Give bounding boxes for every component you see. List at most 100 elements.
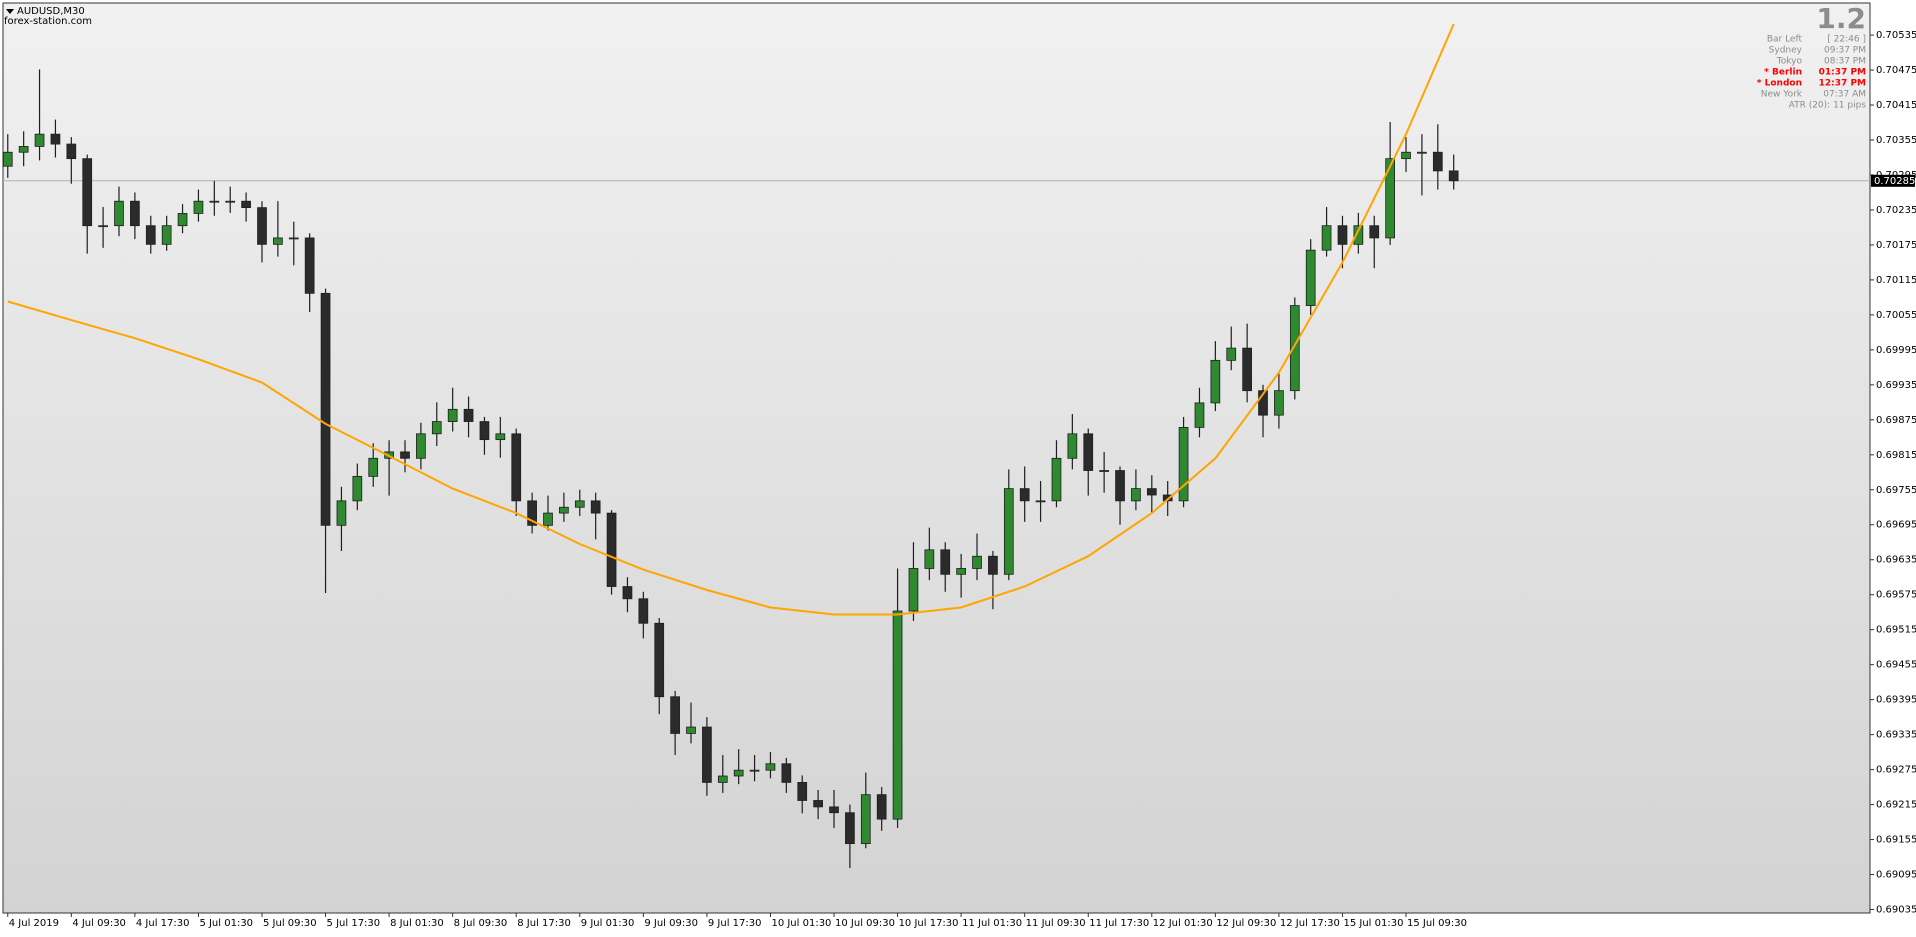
candle-body xyxy=(82,158,93,227)
candle-body xyxy=(1162,494,1173,502)
candle-body xyxy=(1146,488,1157,496)
x-tick-label: 10 Jul 01:30 xyxy=(771,918,831,929)
info-value: 12:37 PM xyxy=(1819,79,1866,89)
candle-body xyxy=(781,763,792,783)
trend-curve xyxy=(7,23,1455,616)
candle-body xyxy=(1131,488,1141,502)
candle-body xyxy=(638,598,649,624)
y-tick-label: 0.70415 xyxy=(1876,100,1916,111)
menu-arrow[interactable] xyxy=(6,9,14,14)
candle-body xyxy=(1289,305,1300,392)
info-value: 01:37 PM xyxy=(1819,68,1866,78)
candle-body xyxy=(304,237,315,294)
y-tick-label: 0.70355 xyxy=(1876,135,1916,146)
info-value: [ 22:46 ] xyxy=(1827,35,1866,45)
x-tick-label: 10 Jul 09:30 xyxy=(835,918,895,929)
candle-body xyxy=(860,794,871,845)
candle-body xyxy=(463,408,474,422)
y-tick-label: 0.69695 xyxy=(1876,520,1916,531)
y-tick-label: 0.70475 xyxy=(1876,65,1916,76)
y-tick-label: 0.69035 xyxy=(1876,905,1916,916)
info-value: 08:37 PM xyxy=(1824,57,1866,67)
y-tick-label: 0.70235 xyxy=(1876,205,1916,216)
x-tick-label: 15 Jul 01:30 xyxy=(1343,918,1403,929)
candle-body xyxy=(1242,347,1252,392)
candle-body xyxy=(892,610,903,820)
candle-body xyxy=(416,433,426,459)
x-tick-label: 4 Jul 09:30 xyxy=(72,918,126,929)
candle-body xyxy=(845,812,855,845)
candle-body xyxy=(1083,433,1094,471)
x-tick-label: 12 Jul 09:30 xyxy=(1216,918,1276,929)
candle-body xyxy=(1385,158,1395,239)
candle-body xyxy=(1305,249,1316,306)
y-tick-label: 0.70115 xyxy=(1876,275,1916,286)
y-tick-label: 0.69275 xyxy=(1876,765,1916,776)
x-tick-label: 11 Jul 01:30 xyxy=(962,918,1022,929)
candle-body xyxy=(702,726,712,783)
candle-body xyxy=(18,146,29,153)
candle-body xyxy=(765,763,776,771)
candle-body xyxy=(511,433,522,502)
candle-body xyxy=(431,421,442,435)
x-tick-label: 8 Jul 17:30 xyxy=(517,918,571,929)
candle-body xyxy=(590,500,601,514)
candle-body xyxy=(686,726,696,734)
candle-body xyxy=(1401,151,1411,160)
x-tick-label: 11 Jul 09:30 xyxy=(1026,918,1086,929)
candle-body xyxy=(1035,500,1046,503)
candle-body xyxy=(1417,151,1427,154)
candle-body xyxy=(2,151,13,167)
candle-body xyxy=(733,769,744,777)
info-value: 09:37 PM xyxy=(1824,46,1866,56)
candle-body xyxy=(66,143,77,160)
candle-body xyxy=(1019,488,1030,502)
candle-body xyxy=(50,133,61,145)
y-tick-label: 0.70535 xyxy=(1876,30,1916,41)
x-tick-label: 5 Jul 17:30 xyxy=(327,918,381,929)
info-value: 07:37 AM xyxy=(1823,90,1866,100)
candle-body xyxy=(574,500,585,508)
x-tick-label: 8 Jul 09:30 xyxy=(454,918,508,929)
x-tick-label: 5 Jul 09:30 xyxy=(263,918,317,929)
candle-body xyxy=(368,457,379,477)
candle-body xyxy=(1321,225,1332,251)
candle-body xyxy=(1099,470,1109,472)
y-tick-label: 0.69935 xyxy=(1876,380,1916,391)
y-tick-label: 0.69515 xyxy=(1876,625,1916,636)
candle-body xyxy=(352,475,363,502)
candle-body xyxy=(479,421,490,441)
y-tick-label: 0.69155 xyxy=(1876,835,1916,846)
info-label: New York xyxy=(1761,90,1803,100)
candle-body xyxy=(1115,470,1125,502)
candle-body xyxy=(241,200,251,209)
candle-body xyxy=(972,555,982,569)
candle-body xyxy=(257,207,267,245)
candle-body xyxy=(336,500,347,526)
candle-body xyxy=(654,622,665,698)
x-tick-label: 5 Jul 01:30 xyxy=(199,918,253,929)
candle-body xyxy=(988,555,998,575)
candle-body xyxy=(1210,359,1221,404)
candle-body xyxy=(1051,457,1062,502)
y-tick-label: 0.69575 xyxy=(1876,590,1916,601)
candle-body xyxy=(447,408,458,422)
info-label: Sydney xyxy=(1769,46,1803,56)
candle-body xyxy=(114,200,124,227)
candle-body xyxy=(1178,426,1189,502)
x-tick-label: 10 Jul 17:30 xyxy=(899,918,959,929)
candle-body xyxy=(606,512,617,587)
candle-body xyxy=(320,292,331,526)
candle-body xyxy=(209,200,220,203)
watermark: forex-station.com xyxy=(4,16,92,27)
y-tick-label: 0.69455 xyxy=(1876,660,1916,671)
y-tick-label: 0.70055 xyxy=(1876,310,1916,321)
candle-body xyxy=(1258,390,1268,416)
y-tick-label: 0.69215 xyxy=(1876,800,1916,811)
candle-body xyxy=(813,800,823,808)
candle-body xyxy=(559,506,569,514)
candle-body xyxy=(1337,225,1348,245)
y-tick-label: 0.69635 xyxy=(1876,555,1916,566)
